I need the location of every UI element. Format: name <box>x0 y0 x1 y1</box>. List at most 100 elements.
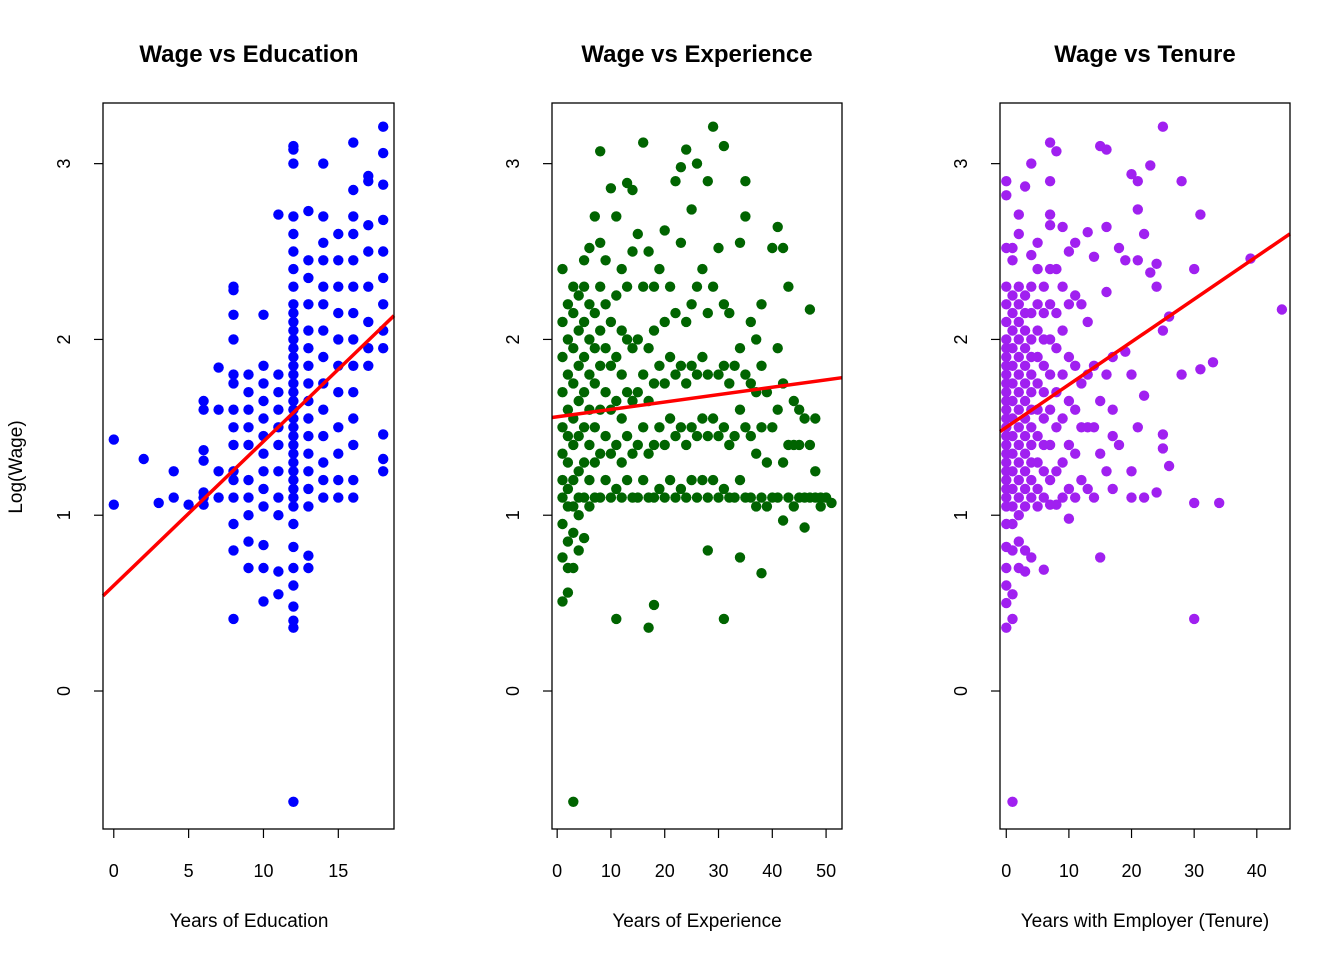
data-point <box>1057 369 1068 380</box>
data-point <box>1044 299 1056 310</box>
data-point <box>303 360 314 371</box>
data-point <box>288 246 299 257</box>
x-tick-label: 10 <box>601 861 621 881</box>
chart-title: Wage vs Education <box>139 41 358 68</box>
data-point <box>288 474 299 486</box>
data-point <box>643 622 654 633</box>
chart-title: Wage vs Experience <box>581 41 812 68</box>
data-point <box>228 492 239 503</box>
data-point <box>1013 439 1024 451</box>
data-point <box>1051 146 1062 157</box>
data-point <box>258 483 269 495</box>
data-point <box>243 439 254 451</box>
data-point <box>273 439 284 451</box>
data-point <box>1088 251 1100 262</box>
data-point <box>348 474 359 486</box>
data-point <box>734 237 746 248</box>
data-point <box>303 205 314 217</box>
data-point <box>1101 369 1112 380</box>
data-point <box>243 387 254 398</box>
data-point <box>288 541 299 553</box>
data-point <box>1176 369 1187 380</box>
data-point <box>1157 443 1169 454</box>
data-point <box>702 492 713 503</box>
data-point <box>648 439 660 451</box>
data-point <box>348 228 359 240</box>
data-point <box>303 325 314 336</box>
data-point <box>1151 487 1162 498</box>
data-point <box>584 334 595 345</box>
data-point <box>1095 552 1106 563</box>
data-point <box>621 474 633 486</box>
data-point <box>1013 474 1024 486</box>
data-point <box>348 211 359 222</box>
data-point <box>288 580 299 591</box>
data-point <box>1038 466 1050 477</box>
data-point <box>1038 387 1050 398</box>
regression-line <box>551 375 843 420</box>
regression-line <box>101 314 396 598</box>
data-point <box>1051 307 1062 319</box>
data-point <box>600 430 611 442</box>
data-point <box>589 378 600 389</box>
data-point <box>632 439 643 451</box>
data-point <box>288 307 299 319</box>
data-point <box>243 536 254 547</box>
data-point <box>686 204 697 215</box>
data-point <box>378 343 389 354</box>
data-point <box>1132 204 1144 215</box>
data-point <box>1070 448 1081 459</box>
data-point <box>632 334 643 345</box>
data-point <box>288 369 299 380</box>
data-point <box>303 413 314 424</box>
data-point <box>1013 281 1024 292</box>
data-point <box>288 615 299 626</box>
data-point <box>578 387 590 398</box>
data-point <box>1044 220 1056 231</box>
data-point <box>595 237 606 248</box>
data-point <box>686 474 697 486</box>
data-point <box>589 211 600 222</box>
data-point <box>777 242 789 254</box>
x-tick-label: 50 <box>816 861 836 881</box>
data-point <box>1001 316 1012 328</box>
data-point <box>1189 613 1200 625</box>
data-point <box>605 183 617 194</box>
data-point <box>1113 242 1125 254</box>
data-point <box>303 299 314 310</box>
data-point <box>303 255 314 266</box>
data-point <box>258 501 269 512</box>
data-point <box>729 360 740 371</box>
x-tick-label: 20 <box>1122 861 1142 881</box>
data-point <box>1019 501 1031 512</box>
data-point <box>258 466 269 477</box>
data-point <box>675 162 687 173</box>
data-point <box>318 325 329 336</box>
data-point <box>1057 325 1068 336</box>
data-point <box>1007 307 1018 319</box>
data-point <box>621 177 633 189</box>
data-point <box>686 299 697 310</box>
data-point <box>1013 492 1024 503</box>
y-tick-label: 2 <box>54 334 74 344</box>
data-point <box>578 532 590 544</box>
data-point <box>605 448 617 459</box>
data-point <box>1088 492 1100 503</box>
data-point <box>1120 255 1131 266</box>
data-point <box>288 430 299 442</box>
data-point <box>348 413 359 424</box>
data-point <box>1013 316 1024 328</box>
data-point <box>568 501 579 512</box>
data-point <box>243 474 254 486</box>
data-point <box>288 387 299 398</box>
data-point <box>568 527 579 538</box>
data-point <box>228 281 239 292</box>
data-point <box>611 613 622 625</box>
data-point <box>1001 176 1012 187</box>
data-point <box>557 422 568 433</box>
data-point <box>718 613 730 625</box>
data-point <box>1001 439 1012 451</box>
data-point <box>363 170 374 182</box>
data-point <box>772 221 783 233</box>
data-point <box>681 439 692 451</box>
